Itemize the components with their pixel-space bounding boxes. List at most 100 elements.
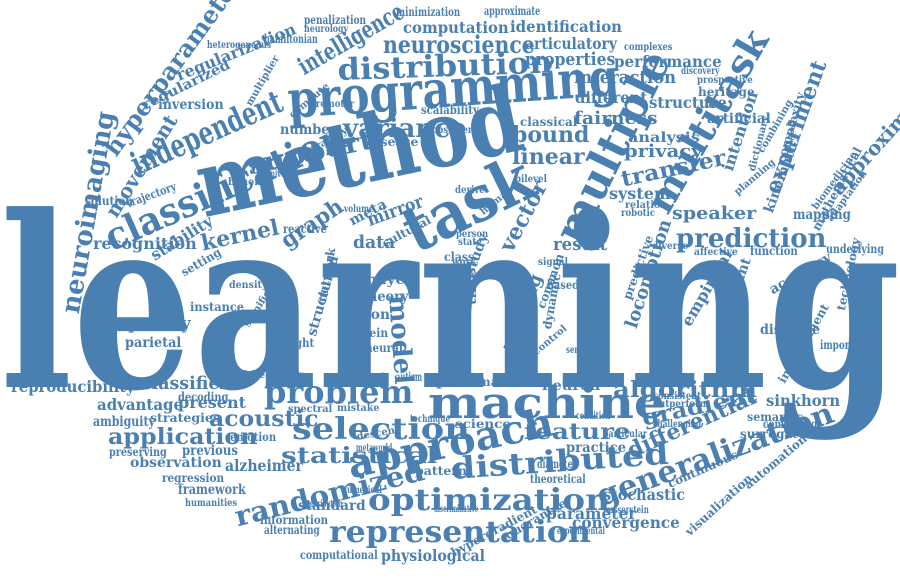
- word-contribution: contribution: [304, 499, 343, 511]
- word-wasserstein: wasserstein: [603, 505, 649, 517]
- word-neuroscience: neuroscience: [383, 30, 535, 60]
- word-complexes: complexes: [624, 42, 673, 54]
- word-sparse: sparse: [427, 369, 486, 389]
- word-structure: structure: [649, 92, 727, 112]
- word-framework: framework: [178, 482, 246, 499]
- word-sparsity: sparsity: [119, 312, 191, 334]
- word-application: application: [108, 423, 258, 450]
- word-ambiguity: ambiguity: [93, 414, 155, 431]
- word-identification: identification: [510, 16, 623, 36]
- word-mistake: mistake: [337, 403, 380, 415]
- word-surrogate: surrogate: [740, 426, 806, 441]
- word-information: information: [260, 512, 329, 527]
- word-respect: respect: [342, 369, 386, 384]
- word-minimization: minimization: [396, 4, 461, 19]
- word-universal: universal: [266, 169, 298, 181]
- word-alternating: alternating: [264, 522, 320, 537]
- word-selection: selection: [292, 411, 470, 447]
- word-decoding: decoding: [178, 389, 229, 404]
- word-bound: bound: [512, 121, 590, 148]
- word-matrix: matrix: [478, 374, 523, 389]
- word-problem: problem: [264, 373, 414, 412]
- word-computing: computing: [763, 416, 818, 431]
- word-diverse: diverse: [652, 241, 689, 253]
- word-work: work: [452, 257, 477, 269]
- word-heterogeneous: heterogeneous: [207, 40, 272, 52]
- word-disease: disease: [367, 134, 419, 149]
- word-practice: practice: [566, 440, 627, 457]
- word-technique: technique: [410, 414, 451, 426]
- word-observer: observer: [432, 125, 473, 137]
- word-consistent: consistent: [653, 391, 701, 403]
- word-instance: instance: [190, 299, 245, 314]
- word-spectral: spectral: [288, 404, 333, 416]
- word-different: different: [575, 87, 648, 107]
- word-scalability: scalability: [421, 102, 479, 117]
- word-preserving: preserving: [109, 444, 167, 459]
- word-fairness: fairness: [574, 107, 658, 129]
- word-based: based: [547, 277, 579, 292]
- word-experimental: experimental: [557, 526, 605, 538]
- word-prediction: prediction: [676, 223, 827, 254]
- word-physiological: physiological: [381, 545, 486, 565]
- word-prospective: prospective: [697, 75, 753, 87]
- word-robotic: robotic: [621, 208, 656, 220]
- word-regression: regression: [162, 470, 225, 485]
- word-challenging: challenging: [653, 419, 702, 431]
- word-analysis: analysis: [628, 130, 700, 147]
- word-diameter: diameter: [537, 456, 577, 471]
- word-sensor: sensor: [566, 345, 592, 357]
- word-speaker: speaker: [672, 202, 757, 224]
- word-observation: observation: [130, 455, 222, 472]
- word-discovery: discovery: [681, 66, 720, 78]
- word-solution: solution: [85, 193, 133, 208]
- word-underlying: underlying: [826, 241, 885, 256]
- word-discriminative: discriminative: [434, 504, 479, 516]
- word-learning: learning: [0, 165, 900, 445]
- word-representation: representation: [329, 514, 591, 550]
- word-parameter: parameter: [546, 503, 637, 523]
- word-standard: standard: [298, 498, 366, 515]
- word-important: important: [820, 337, 870, 352]
- word-statistical: statistical: [281, 442, 438, 469]
- word-benefit: benefit: [228, 177, 266, 189]
- word-reproducibility: reproducibility: [11, 376, 135, 396]
- word-properties: properties: [525, 48, 616, 70]
- word-action: action: [342, 307, 390, 324]
- word-affective: affective: [694, 247, 738, 259]
- word-parietal: parietal: [125, 335, 182, 352]
- word-theory: theory: [362, 289, 409, 306]
- word-state: state: [458, 237, 482, 249]
- word-science: science: [455, 416, 511, 431]
- word-premotor: premotor: [310, 99, 355, 111]
- word-protein: protein: [344, 325, 389, 340]
- word-density: density: [229, 280, 268, 292]
- word-hamiltonian: hamiltonian: [264, 31, 318, 46]
- word-present: present: [178, 392, 247, 412]
- word-convergence: convergence: [572, 512, 680, 532]
- word-sinkhorn: sinkhorn: [766, 390, 841, 410]
- word-condition: condition: [576, 411, 611, 423]
- word-optimization: optimization: [368, 482, 610, 518]
- word-approximate: approximate: [484, 3, 541, 18]
- word-computational: computational: [300, 547, 378, 562]
- word-number: number: [280, 122, 337, 139]
- word-classical: classical: [520, 114, 578, 129]
- word-theoretical: theoretical: [530, 471, 586, 486]
- word-linear: linear: [512, 143, 585, 170]
- word-relation: relation: [625, 200, 668, 212]
- word-semantic: semantic: [747, 409, 803, 424]
- word-function: function: [750, 243, 798, 258]
- word-recognition: recognition: [93, 233, 197, 253]
- word-artificial: artificial: [707, 111, 771, 128]
- word-neurology: neurology: [304, 24, 349, 36]
- word-algorithm: algorithm: [613, 376, 758, 403]
- word-acoustic: acoustic: [209, 405, 319, 432]
- word-derive: derive: [455, 185, 485, 197]
- word-result: result: [553, 233, 608, 255]
- word-computation: computation: [403, 17, 509, 37]
- word-time: time: [464, 269, 480, 306]
- word-inversion: inversion: [158, 97, 224, 114]
- word-classifier: classifier: [141, 372, 229, 394]
